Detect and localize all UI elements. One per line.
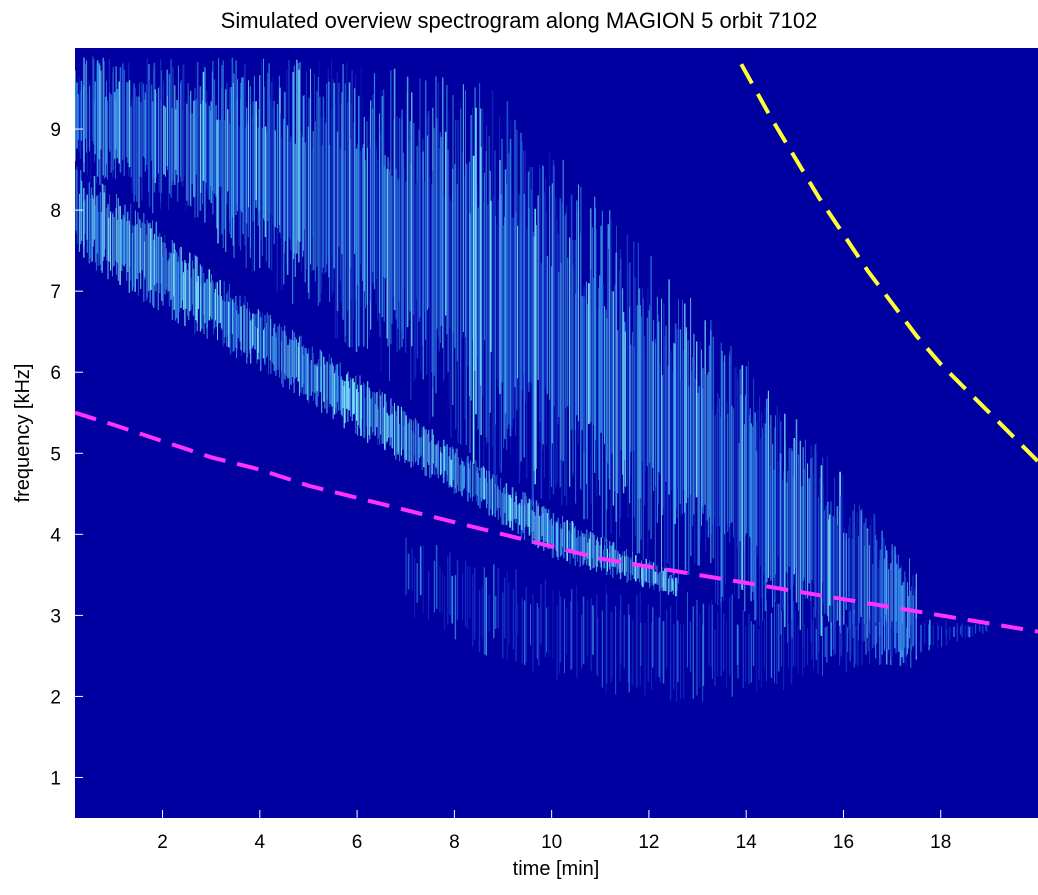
emission-band [75,56,917,668]
y-tick-label: 7 [50,282,61,303]
lower-dashed-curve [75,410,1038,634]
y-axis-label: frequency [kHz] [12,364,34,503]
emission-band [405,537,988,702]
y-tick-label: 8 [50,201,61,222]
x-tick-label: 6 [352,832,363,853]
x-axis: 2 4 6 8 10 12 14 16 18 [157,810,951,853]
y-tick-label: 1 [50,768,61,789]
y-axis: 1 2 3 4 5 6 7 8 9 [50,120,83,789]
x-axis-label: time [min] [513,858,600,880]
upper-dashed-curve [739,63,1038,463]
y-tick-label: 4 [50,525,61,546]
chart-title: Simulated overview spectrogram along MAG… [220,8,818,33]
y-tick-label: 2 [50,687,61,708]
x-tick-label: 8 [449,832,460,853]
y-tick-label: 3 [50,606,61,627]
x-tick-label: 16 [833,832,854,853]
x-tick-label: 2 [157,832,168,853]
x-tick-label: 4 [255,832,266,853]
x-tick-label: 12 [638,832,659,853]
x-tick-label: 14 [736,832,758,853]
y-tick-label: 9 [50,120,61,141]
y-tick-label: 6 [50,363,61,384]
x-tick-label: 18 [930,832,951,853]
y-tick-label: 5 [50,444,61,465]
emission-bands [75,56,988,702]
x-tick-label: 10 [541,832,562,853]
emission-band [75,166,678,597]
overlay-curves [75,63,1038,634]
